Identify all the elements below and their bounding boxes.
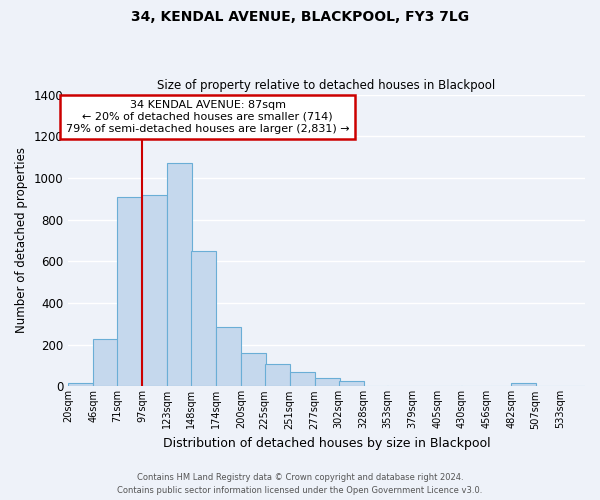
Title: Size of property relative to detached houses in Blackpool: Size of property relative to detached ho…: [157, 79, 496, 92]
Bar: [142, 194, 167, 386]
Bar: [290, 372, 314, 386]
Text: Contains HM Land Registry data © Crown copyright and database right 2024.
Contai: Contains HM Land Registry data © Crown c…: [118, 474, 482, 495]
Bar: [511, 384, 536, 386]
Bar: [191, 251, 216, 386]
Bar: [167, 164, 192, 386]
Bar: [265, 364, 290, 386]
Bar: [241, 353, 266, 386]
Bar: [216, 326, 241, 386]
Bar: [117, 196, 142, 386]
Text: 34 KENDAL AVENUE: 87sqm
← 20% of detached houses are smaller (714)
79% of semi-d: 34 KENDAL AVENUE: 87sqm ← 20% of detache…: [66, 100, 350, 134]
Y-axis label: Number of detached properties: Number of detached properties: [15, 148, 28, 334]
Bar: [68, 384, 93, 386]
Bar: [338, 381, 364, 386]
Text: 34, KENDAL AVENUE, BLACKPOOL, FY3 7LG: 34, KENDAL AVENUE, BLACKPOOL, FY3 7LG: [131, 10, 469, 24]
Bar: [93, 339, 118, 386]
X-axis label: Distribution of detached houses by size in Blackpool: Distribution of detached houses by size …: [163, 437, 490, 450]
Bar: [314, 378, 340, 386]
